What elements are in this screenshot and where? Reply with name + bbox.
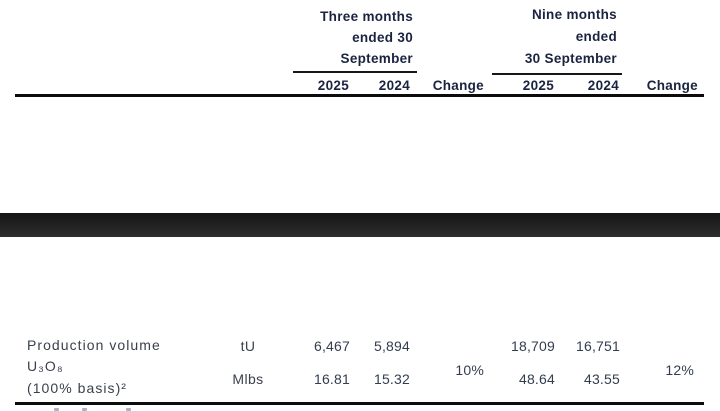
value-nine-months-2024-mlbs: 43.55 (583, 371, 620, 387)
unit-cell-tu: tU (240, 338, 256, 354)
value-three-months-2025-mlbs: 16.81 (313, 371, 350, 387)
column-group-header-nine-months: Nine months ended 30 September (525, 4, 617, 70)
col-header-three-months-change: Change (432, 78, 484, 93)
row-label-line-2: U₃O₈ (27, 358, 64, 374)
col-header-nine-months-change: Change (646, 78, 698, 93)
header-line: Nine months (531, 7, 617, 22)
row-label-line-3: (100% basis)² (27, 380, 128, 396)
column-group-header-three-months: Three months ended 30 September (320, 6, 413, 69)
table-bottom-rule (15, 402, 704, 405)
col-header-nine-months-2024: 2024 (587, 78, 619, 93)
three-months-underline (293, 71, 417, 73)
header-line: ended (575, 29, 617, 44)
value-nine-months-2025-tu: 18,709 (510, 338, 555, 354)
col-header-nine-months-2025: 2025 (522, 78, 554, 93)
value-three-months-2025-tu: 6,467 (313, 338, 350, 354)
table-header-rule (15, 94, 704, 97)
value-three-months-2024-mlbs: 15.32 (373, 371, 410, 387)
value-nine-months-2024-tu: 16,751 (575, 338, 620, 354)
col-header-three-months-2024: 2024 (378, 78, 410, 93)
value-nine-months-change: 12% (665, 362, 694, 378)
header-line: 30 September (524, 51, 617, 66)
dark-divider-band (0, 213, 720, 237)
col-header-three-months-2025: 2025 (317, 78, 349, 93)
value-three-months-change: 10% (455, 362, 484, 378)
truncated-text-fragment (54, 408, 59, 411)
unit-cell-mlbs: Mlbs (232, 371, 264, 387)
truncated-text-fragment (126, 408, 131, 411)
row-label-line-1: Production volume (27, 337, 161, 353)
value-three-months-2024-tu: 5,894 (373, 338, 410, 354)
value-nine-months-2025-mlbs: 48.64 (518, 371, 555, 387)
nine-months-underline (492, 73, 622, 75)
truncated-text-fragment (82, 408, 87, 411)
header-line: ended 30 (352, 30, 413, 45)
header-line: Three months (320, 9, 413, 24)
header-line: September (340, 51, 413, 66)
